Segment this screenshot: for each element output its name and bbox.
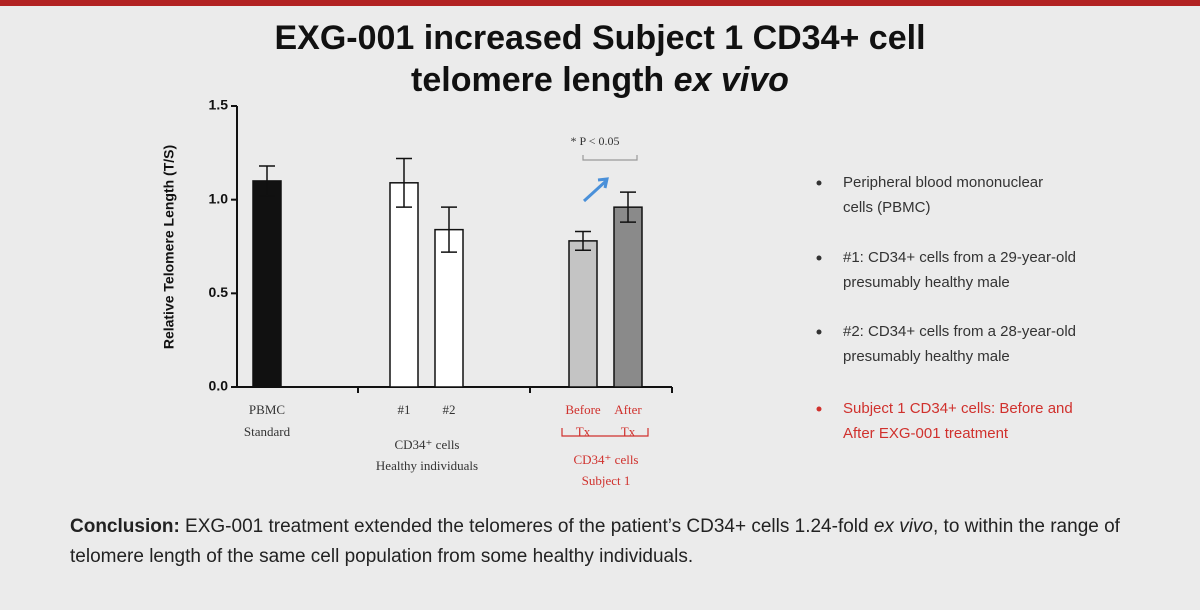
bullet-dot <box>816 406 822 412</box>
error-bar <box>259 165 275 197</box>
group-label: CD34⁺ cells <box>395 437 460 452</box>
bullet-text: Subject 1 CD34+ cells: Before and <box>843 400 1073 417</box>
error-bar <box>575 230 591 251</box>
bar <box>568 240 598 388</box>
conclusion-text: EXG-001 treatment extended the telomeres… <box>179 516 874 537</box>
title-text: telomere length <box>411 61 664 99</box>
annotation: * P < 0.05 <box>571 134 620 148</box>
title: EXG-001 increased Subject 1 CD34+ cell <box>274 19 925 57</box>
x-tick-label: Before <box>565 402 601 417</box>
group-label: Healthy individuals <box>376 458 478 473</box>
error-bar <box>441 206 457 253</box>
bullet-text: presumably healthy male <box>843 274 1010 291</box>
title-italic: ex vivo <box>674 61 789 99</box>
x-tick-label: PBMC <box>249 402 285 417</box>
bullet-text: After EXG-001 treatment <box>843 425 1009 442</box>
top-strip <box>0 0 1200 6</box>
x-tick-label: #2 <box>443 402 456 417</box>
y-tick-label: 0.5 <box>209 284 229 300</box>
bullet-text: presumably healthy male <box>843 348 1010 365</box>
error-bar <box>620 191 636 223</box>
error-bar <box>396 157 412 208</box>
conclusion-italic: ex vivo <box>873 516 933 537</box>
bullet-text: #2: CD34+ cells from a 28-year-old <box>843 323 1076 340</box>
significance-bracket <box>582 155 638 161</box>
title-line2: telomere length ex vivo <box>411 61 789 99</box>
bar <box>434 228 464 388</box>
y-tick-label: 1.5 <box>209 97 229 113</box>
bar <box>252 180 282 388</box>
x-tick-label: Tx <box>576 424 591 439</box>
conclusion: Conclusion: EXG-001 treatment extended t… <box>70 512 1140 572</box>
y-axis-label: Relative Telomere Length (T/S) <box>161 145 177 349</box>
bullet-dot <box>816 329 822 335</box>
spacer <box>595 160 611 173</box>
bullet-dot <box>816 255 822 261</box>
bullet-text: Peripheral blood mononuclear <box>843 174 1043 191</box>
bullet-dot <box>816 180 822 186</box>
x-tick-label: Standard <box>244 424 291 439</box>
conclusion-end: , to within the range of telomere length… <box>70 516 1120 567</box>
x-tick-label: Tx <box>621 424 636 439</box>
bullet-text: cells (PBMC) <box>843 199 931 216</box>
group-label: CD34⁺ cells <box>574 452 639 467</box>
conclusion-label: Conclusion: <box>70 516 180 537</box>
x-tick-label: #1 <box>398 402 411 417</box>
bar <box>389 182 419 388</box>
group-bracket <box>561 428 649 437</box>
bar <box>613 206 643 388</box>
x-tick-label: After <box>614 402 642 417</box>
bullet-text: #1: CD34+ cells from a 29-year-old <box>843 249 1076 266</box>
trend-arrow <box>582 177 609 203</box>
group-label: Subject 1 <box>582 473 631 488</box>
y-tick-label: 0.0 <box>209 378 229 394</box>
y-tick-label: 1.0 <box>209 190 229 206</box>
